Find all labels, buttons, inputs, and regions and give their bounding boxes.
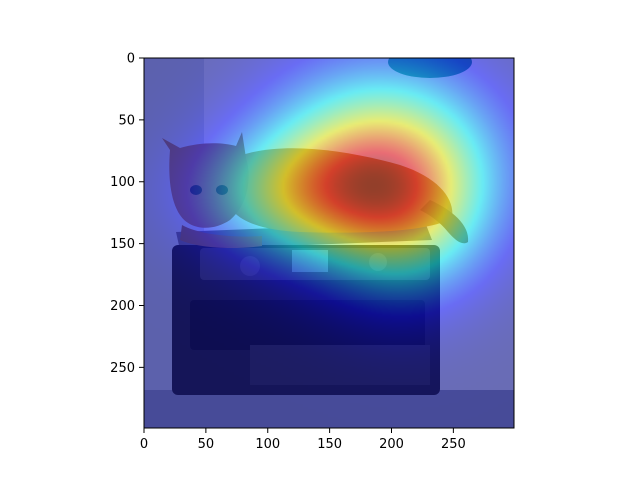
x-tick-label: 150	[317, 437, 342, 452]
axes-frame	[143, 57, 515, 429]
x-axis: 0 50 100 150 200 250	[140, 428, 466, 452]
x-tick-label: 250	[441, 437, 466, 452]
x-tick-label: 100	[255, 437, 280, 452]
x-tick-label: 200	[379, 437, 404, 452]
x-tick-label: 50	[198, 437, 215, 452]
y-tick-label: 100	[110, 175, 135, 190]
y-tick-label: 50	[118, 113, 135, 128]
y-axis: 0 50 100 150 200 250	[110, 52, 144, 376]
heatmap-overlay	[144, 58, 514, 428]
y-tick-label: 150	[110, 237, 135, 252]
x-tick-label: 0	[140, 437, 148, 452]
y-tick-label: 0	[127, 52, 135, 67]
y-tick-label: 200	[110, 299, 135, 314]
y-tick-label: 250	[110, 361, 135, 376]
